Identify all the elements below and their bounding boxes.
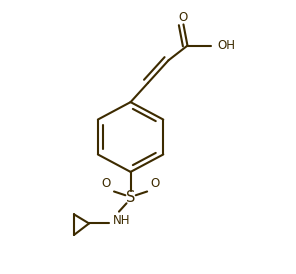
Text: O: O: [151, 177, 160, 190]
Text: OH: OH: [217, 39, 235, 52]
Text: S: S: [126, 190, 135, 205]
Text: O: O: [179, 11, 188, 24]
Text: O: O: [101, 177, 110, 190]
Text: NH: NH: [112, 214, 130, 227]
